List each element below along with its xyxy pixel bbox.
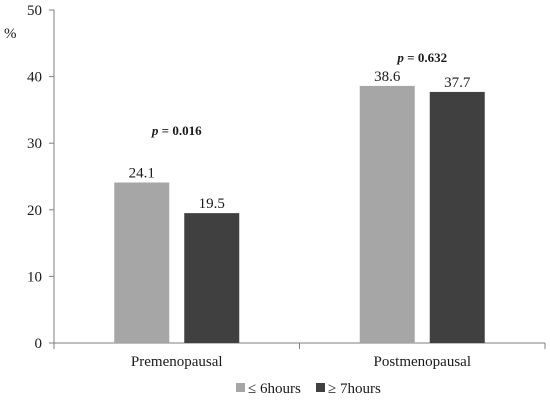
data-label: 24.1 (129, 165, 155, 181)
data-label: 19.5 (199, 196, 225, 212)
y-tick-label: 20 (27, 203, 42, 219)
p-value-annotation: p = 0.016 (151, 123, 202, 138)
category-label: Premenopausal (131, 354, 223, 370)
bars (114, 85, 485, 343)
p-symbol: p (151, 123, 159, 138)
p-value-annotation: p = 0.632 (396, 50, 447, 65)
legend-swatch (316, 383, 325, 392)
y-axis-ticks: 0 10 20 30 40 50 (27, 3, 54, 352)
y-tick-label: 40 (27, 70, 42, 86)
p-value: = 0.016 (158, 123, 202, 138)
legend-label: ≥ 7hours (328, 381, 381, 397)
legend-swatch (236, 383, 245, 392)
y-tick-label: 50 (27, 3, 42, 19)
category-label: Postmenopausal (374, 354, 472, 370)
data-labels: 24.1 19.5 38.6 37.7 (129, 69, 471, 212)
y-tick-label: 30 (27, 136, 42, 152)
bar (359, 85, 415, 343)
legend: ≤ 6hours ≥ 7hours (236, 381, 381, 397)
y-axis-label: % (4, 26, 17, 42)
bar (184, 213, 240, 343)
data-label: 38.6 (374, 69, 401, 85)
p-value: = 0.632 (404, 50, 447, 65)
bar (429, 91, 485, 343)
bar (114, 182, 170, 343)
y-tick-label: 0 (35, 336, 43, 352)
category-labels: Premenopausal Postmenopausal (131, 354, 471, 370)
data-label: 37.7 (444, 75, 471, 91)
p-symbol: p (396, 50, 404, 65)
y-tick-label: 10 (27, 269, 42, 285)
legend-label: ≤ 6hours (248, 381, 301, 397)
